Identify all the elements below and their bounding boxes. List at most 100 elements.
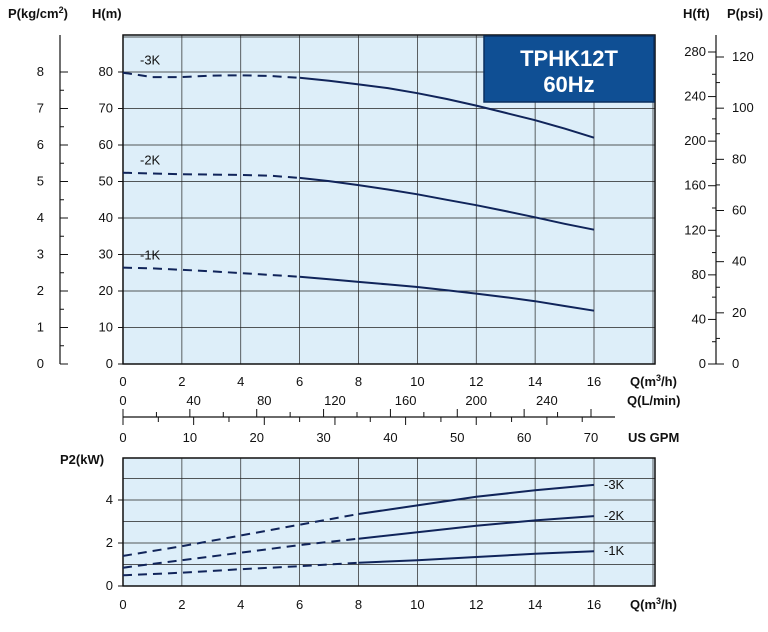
pressure-psi-tick-label: 20 bbox=[732, 305, 746, 320]
head-curve-3k-solid bbox=[299, 76, 595, 139]
flow-gpm-tick-label: 60 bbox=[517, 430, 531, 445]
flow-m3h-tick-label: 16 bbox=[587, 374, 601, 389]
flow-gpm-tick-label: 30 bbox=[316, 430, 330, 445]
power-curve-3k-dashed bbox=[122, 513, 359, 557]
power-tick-label: 0 bbox=[106, 578, 113, 593]
pressure-psi-tick-label: 40 bbox=[732, 254, 746, 269]
power-plot-area bbox=[122, 457, 656, 587]
flow-m3h-tick-label: 8 bbox=[355, 374, 362, 389]
flow-lmin-tick-label: 80 bbox=[257, 393, 271, 408]
power-plot-frame bbox=[122, 457, 656, 587]
head-ft-tick-label: 160 bbox=[684, 178, 706, 193]
head-ft-tick-label: 200 bbox=[684, 133, 706, 148]
pressure-tick-label: 2 bbox=[37, 283, 44, 298]
head-tick-label: 80 bbox=[99, 64, 113, 79]
flow-lmin-tick-label: 200 bbox=[465, 393, 487, 408]
head-tick-label: 10 bbox=[99, 320, 113, 335]
flow-gpm-tick-label: 50 bbox=[450, 430, 464, 445]
power-flow-tick-label: 14 bbox=[528, 597, 542, 612]
power-curve-3k-solid bbox=[358, 483, 595, 515]
flow-m3h-tick-label: 12 bbox=[469, 374, 483, 389]
power-flow-tick-label: 8 bbox=[355, 597, 362, 612]
head-ft-tick-label: 280 bbox=[684, 44, 706, 59]
power-series-label-3k: -3K bbox=[604, 477, 625, 492]
flow-lmin-tick-label: 160 bbox=[395, 393, 417, 408]
head-tick-label: 50 bbox=[99, 174, 113, 189]
power-flow-tick-label: 0 bbox=[119, 597, 126, 612]
power-axis-title: P2(kW) bbox=[60, 452, 104, 467]
chart-subtitle: 60Hz bbox=[543, 72, 594, 97]
flow-m3h-tick-label: 2 bbox=[178, 374, 185, 389]
pressure-psi-tick-label: 0 bbox=[732, 356, 739, 371]
power-curve-1k-solid bbox=[358, 550, 595, 564]
head-tick-label: 40 bbox=[99, 210, 113, 225]
power-flow-tick-label: 2 bbox=[178, 597, 185, 612]
head-ft-tick-label: 40 bbox=[692, 311, 706, 326]
power-flow-tick-label: 4 bbox=[237, 597, 244, 612]
head-ft-tick-label: 0 bbox=[699, 356, 706, 371]
flow-gpm-tick-label: 10 bbox=[183, 430, 197, 445]
power-flow-tick-label: 12 bbox=[469, 597, 483, 612]
power-curve-1k-dashed bbox=[122, 561, 359, 577]
head-series-label-1k: -1K bbox=[140, 248, 161, 263]
pressure-psi-tick-label: 100 bbox=[732, 100, 754, 115]
head-curve-1k-solid bbox=[299, 275, 595, 312]
chart-title: TPHK12T bbox=[520, 46, 618, 71]
head-tick-label: 0 bbox=[106, 356, 113, 371]
flow-gpm-tick-label: 70 bbox=[584, 430, 598, 445]
pressure-tick-label: 3 bbox=[37, 247, 44, 262]
head-series-label-2k: -2K bbox=[140, 153, 161, 168]
pressure-axis-title: P(kg/cm2) bbox=[8, 5, 68, 21]
power-tick-label: 4 bbox=[106, 492, 113, 507]
pressure-tick-label: 6 bbox=[37, 137, 44, 152]
power-tick-label: 2 bbox=[106, 535, 113, 550]
pressure-psi-axis-title: P(psi) bbox=[727, 6, 763, 21]
pressure-tick-label: 4 bbox=[37, 210, 44, 225]
flow-m3h-axis-title: Q(m3/h) bbox=[630, 373, 677, 389]
head-series-label-3k: -3K bbox=[140, 53, 161, 68]
flow-gpm-tick-label: 40 bbox=[383, 430, 397, 445]
flow-gpm-tick-label: 0 bbox=[119, 430, 126, 445]
flow-lmin-tick-label: 40 bbox=[186, 393, 200, 408]
head-ft-axis-title: H(ft) bbox=[683, 6, 710, 21]
flow-m3h-tick-label: 10 bbox=[410, 374, 424, 389]
power-flow-axis-title: Q(m3/h) bbox=[630, 596, 677, 612]
head-tick-label: 20 bbox=[99, 283, 113, 298]
pressure-psi-tick-label: 60 bbox=[732, 203, 746, 218]
pressure-psi-tick-label: 80 bbox=[732, 151, 746, 166]
flow-lmin-tick-label: 0 bbox=[119, 393, 126, 408]
flow-m3h-tick-label: 6 bbox=[296, 374, 303, 389]
head-tick-label: 60 bbox=[99, 137, 113, 152]
flow-gpm-tick-label: 20 bbox=[249, 430, 263, 445]
flow-gpm-axis-title: US GPM bbox=[628, 430, 679, 445]
flow-m3h-tick-label: 0 bbox=[119, 374, 126, 389]
pressure-tick-label: 5 bbox=[37, 174, 44, 189]
head-ft-tick-label: 120 bbox=[684, 222, 706, 237]
power-curve-2k-dashed bbox=[122, 537, 359, 569]
head-ft-tick-label: 240 bbox=[684, 89, 706, 104]
power-series-label-1k: -1K bbox=[604, 543, 625, 558]
head-tick-label: 70 bbox=[99, 101, 113, 116]
power-flow-tick-label: 16 bbox=[587, 597, 601, 612]
power-curve-2k-solid bbox=[358, 515, 595, 540]
pressure-tick-label: 1 bbox=[37, 320, 44, 335]
flow-m3h-tick-label: 14 bbox=[528, 374, 542, 389]
head-tick-label: 30 bbox=[99, 247, 113, 262]
power-flow-tick-label: 10 bbox=[410, 597, 424, 612]
head-plot-frame bbox=[122, 34, 656, 365]
flow-lmin-tick-label: 120 bbox=[324, 393, 346, 408]
title-box: TPHK12T 60Hz bbox=[483, 35, 655, 103]
power-flow-tick-label: 6 bbox=[296, 597, 303, 612]
pressure-tick-label: 0 bbox=[37, 356, 44, 371]
head-curve-2k-solid bbox=[299, 176, 595, 231]
flow-lmin-tick-label: 240 bbox=[536, 393, 558, 408]
head-ft-tick-label: 80 bbox=[692, 267, 706, 282]
flow-lmin-axis-title: Q(L/min) bbox=[627, 393, 680, 408]
power-series-label-2k: -2K bbox=[604, 508, 625, 523]
head-axis-title: H(m) bbox=[92, 6, 122, 21]
pressure-tick-label: 8 bbox=[37, 64, 44, 79]
pressure-psi-tick-label: 120 bbox=[732, 49, 754, 64]
pressure-tick-label: 7 bbox=[37, 101, 44, 116]
